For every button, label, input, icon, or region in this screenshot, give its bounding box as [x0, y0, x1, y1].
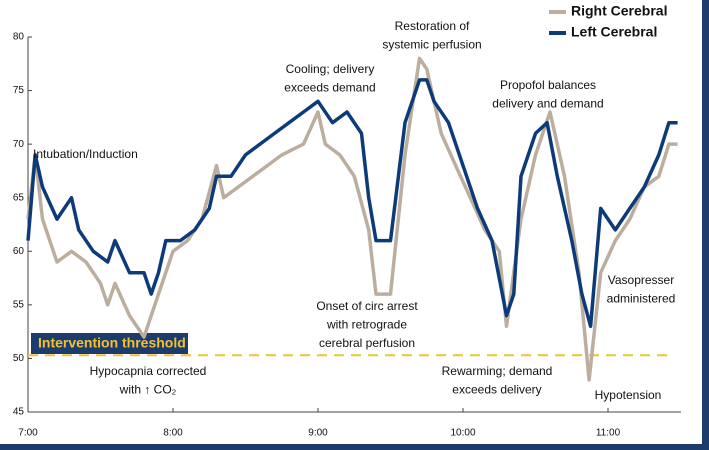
annotation: Intubation/Induction	[33, 147, 138, 161]
y-tick-label: 70	[13, 139, 25, 150]
y-tick-label: 80	[13, 32, 25, 43]
y-tick-label: 50	[13, 353, 25, 364]
legend-label: Left Cerebral	[571, 24, 657, 40]
y-tick-label: 75	[13, 85, 25, 96]
annotation: with retrograde	[326, 318, 407, 332]
annotation: Rewarming; demand	[442, 364, 553, 378]
annotation: cerebral perfusion	[319, 336, 415, 350]
annotation: exceeds delivery	[452, 383, 541, 397]
annotation: Vasopresser	[608, 273, 674, 287]
annotation: Cooling; delivery	[286, 62, 375, 76]
threshold-box	[31, 333, 188, 354]
y-tick-label: 60	[13, 246, 25, 257]
annotation: delivery and demand	[492, 97, 603, 111]
threshold-label: Intervention threshold	[38, 335, 186, 351]
annotation: exceeds demand	[284, 81, 375, 95]
x-tick-label: 7:00	[18, 428, 38, 439]
annotation: Propofol balances	[500, 78, 596, 92]
annotation: Onset of circ arrest	[316, 299, 418, 313]
x-tick-label: 9:00	[308, 428, 328, 439]
annotation: with ↑ CO₂	[119, 383, 177, 397]
annotation: systemic perfusion	[382, 38, 481, 52]
annotation: Hypotension	[595, 388, 662, 402]
series-line	[26, 78, 678, 329]
x-tick-label: 11:00	[596, 428, 621, 439]
series-line	[26, 56, 678, 382]
x-tick-label: 10:00	[450, 428, 475, 439]
annotation: Hypocapnia corrected	[90, 364, 207, 378]
panel	[0, 0, 702, 444]
y-tick-label: 45	[13, 407, 25, 418]
x-tick-label: 8:00	[163, 428, 183, 439]
y-tick-label: 55	[13, 299, 25, 310]
legend-label: Right Cerebral	[571, 3, 667, 19]
y-tick-label: 65	[13, 192, 25, 203]
annotation: administered	[607, 292, 676, 306]
annotation: Restoration of	[395, 19, 470, 33]
